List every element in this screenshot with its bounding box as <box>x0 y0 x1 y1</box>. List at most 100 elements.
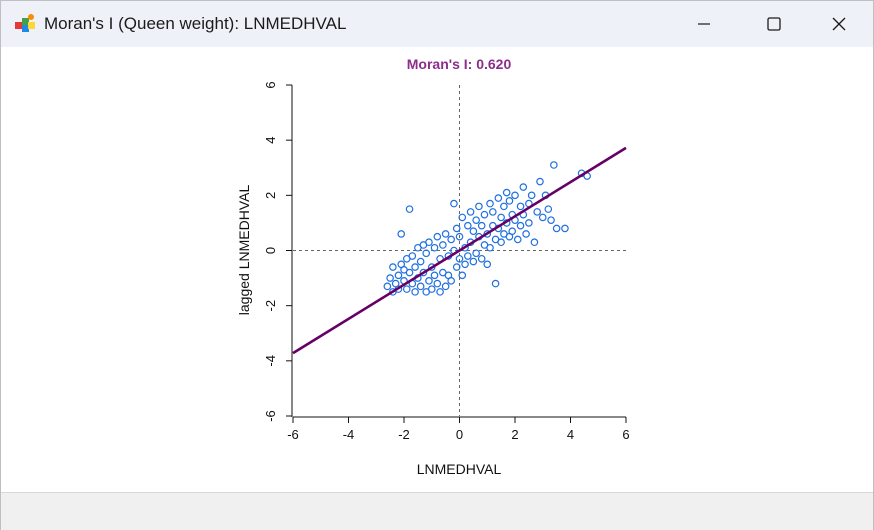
data-point <box>547 216 555 224</box>
data-point <box>433 232 442 241</box>
minimize-icon <box>698 23 710 25</box>
data-point <box>475 202 483 211</box>
data-point <box>516 221 525 230</box>
data-point <box>491 279 500 288</box>
data-point <box>416 282 425 291</box>
data-point <box>522 230 530 238</box>
data-point <box>452 263 461 271</box>
data-point <box>441 230 450 238</box>
data-point <box>464 252 472 260</box>
chart-title: Moran's I: 0.620 <box>407 56 512 72</box>
data-point <box>483 260 492 269</box>
reference-lines <box>293 85 626 416</box>
x-tick-label: -6 <box>287 427 299 442</box>
data-point <box>439 241 447 249</box>
regression-group <box>292 146 627 355</box>
title-bar[interactable]: Moran's I (Queen weight): LNMEDHVAL <box>1 1 873 47</box>
data-point <box>480 210 489 219</box>
data-point <box>436 288 444 296</box>
data-point <box>472 249 480 258</box>
data-point <box>538 213 547 222</box>
x-tick-label: 6 <box>622 427 629 442</box>
y-tick-label: 0 <box>263 247 278 254</box>
data-point <box>561 224 569 233</box>
data-point <box>458 213 467 222</box>
data-point <box>441 282 450 291</box>
data-point <box>469 227 478 235</box>
data-point <box>511 191 519 200</box>
data-point <box>411 263 419 271</box>
data-point <box>513 235 522 244</box>
data-point <box>433 279 442 288</box>
data-point <box>427 285 436 293</box>
data-point <box>497 238 505 247</box>
x-tick-label: 4 <box>567 427 574 442</box>
data-point <box>519 183 528 191</box>
x-axis-label: LNMEDHVAL <box>417 461 502 477</box>
data-point <box>383 282 392 291</box>
data-point <box>500 202 508 211</box>
data-point <box>497 213 505 222</box>
data-point <box>525 219 533 227</box>
axes-group: -6 -4 -2 0 2 4 6 -6 -4 -2 0 2 4 6 <box>263 81 630 442</box>
data-point <box>405 205 414 213</box>
data-point <box>544 205 553 213</box>
data-point <box>477 254 486 263</box>
plot-area: Moran's I: 0.620 -6 -4 -2 0 2 4 6 -6 -4 -2 0 2 4 6 LN… <box>1 47 873 492</box>
data-point <box>447 277 455 285</box>
data-point <box>502 188 511 197</box>
data-point <box>477 221 486 230</box>
data-point <box>469 257 478 266</box>
data-point <box>550 161 558 169</box>
status-bar <box>1 492 873 530</box>
data-point <box>472 216 480 224</box>
y-tick-label: 2 <box>263 192 278 199</box>
data-point <box>455 232 464 241</box>
data-point <box>494 194 503 202</box>
x-tick-label: -4 <box>343 427 355 442</box>
maximize-button[interactable] <box>739 1 809 47</box>
data-point <box>452 224 461 233</box>
data-point <box>508 227 517 235</box>
data-point <box>430 271 439 280</box>
data-point <box>464 221 472 230</box>
minimize-button[interactable] <box>669 1 739 47</box>
y-tick-label: -2 <box>263 300 278 312</box>
data-point <box>466 208 475 216</box>
y-axis-label: lagged LNMEDHVAL <box>236 185 252 316</box>
maximize-icon <box>767 17 781 31</box>
data-point <box>458 271 467 280</box>
data-point <box>405 268 414 277</box>
data-point <box>530 238 539 247</box>
data-point <box>394 271 403 280</box>
x-tick-label: -2 <box>398 427 410 442</box>
data-point <box>536 177 544 186</box>
data-point <box>425 238 433 247</box>
data-point <box>527 191 536 200</box>
window-title: Moran's I (Queen weight): LNMEDHVAL <box>44 14 347 33</box>
data-point <box>552 224 561 233</box>
data-point <box>419 268 428 277</box>
moran-scatter-chart: Moran's I: 0.620 -6 -4 -2 0 2 4 6 -6 -4 -2 0 2 4 6 LN… <box>236 56 630 477</box>
regression-line <box>292 146 627 355</box>
points-group <box>383 161 591 296</box>
data-point <box>450 199 458 208</box>
y-tick-label: 4 <box>263 137 278 144</box>
data-point <box>486 199 494 208</box>
data-point <box>447 235 455 244</box>
data-point <box>425 277 433 285</box>
data-point <box>402 285 411 293</box>
data-point <box>411 288 419 296</box>
data-point <box>416 257 425 266</box>
data-point <box>408 252 417 260</box>
data-point <box>486 243 494 252</box>
close-button[interactable] <box>804 1 874 47</box>
data-point <box>455 254 464 263</box>
data-point <box>505 197 514 205</box>
data-point <box>533 208 542 216</box>
data-point <box>430 243 439 252</box>
data-point <box>516 202 525 211</box>
data-point <box>461 260 469 269</box>
x-tick-label: 2 <box>511 427 518 442</box>
